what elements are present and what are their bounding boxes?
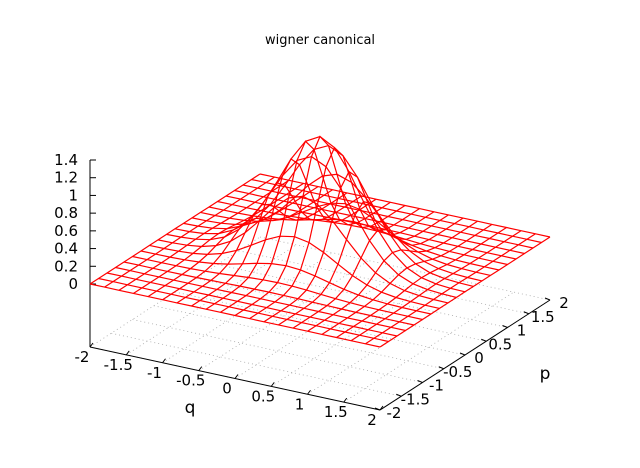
floor-grid-p-7 <box>238 250 529 315</box>
p-tick-mark-6 <box>502 325 508 328</box>
p-tick-mark-1 <box>396 393 402 397</box>
p-tick-mark-5 <box>481 338 487 342</box>
floor-grid-p-3 <box>153 305 444 370</box>
q-tick-label-8: 2 <box>367 411 377 429</box>
z-tick-label-4: 0.8 <box>54 204 78 222</box>
p-tick-label-3: -0.5 <box>443 363 472 381</box>
q-tick-mark-3 <box>198 366 203 371</box>
p-tick-mark-3 <box>438 366 444 370</box>
axes <box>89 159 551 411</box>
z-tick-label-1: 0.2 <box>54 257 78 275</box>
surface-line-p-0 <box>89 283 381 348</box>
surface-line-p-7 <box>149 235 440 309</box>
surface-line-p-3 <box>115 266 406 332</box>
q-tick-mark-6 <box>307 389 311 395</box>
z-tick-label-0: 0 <box>68 275 78 293</box>
floor-grid-q-7 <box>343 291 514 403</box>
q-tick-mark-8 <box>379 405 384 411</box>
p-tick-mark-8 <box>544 297 551 301</box>
surface-line-p-15 <box>217 200 508 266</box>
surface-line-p-12 <box>191 173 483 282</box>
surface-line-p-4 <box>123 261 415 326</box>
z-tick-label-6: 1.2 <box>54 169 78 187</box>
surface-line-p-13 <box>200 202 491 276</box>
q-tick-mark-2 <box>162 358 166 364</box>
surface-line-p-20 <box>259 173 551 238</box>
p-tick-label-0: -2 <box>387 404 402 422</box>
surface-line-p-8 <box>157 195 449 304</box>
surface-line-p-19 <box>251 178 542 244</box>
surface-line-p-18 <box>242 184 534 249</box>
surface-line-p-11 <box>183 144 474 287</box>
q-tick-label-6: 1 <box>295 395 305 413</box>
q-tick-label-0: -2 <box>75 348 90 366</box>
surface-line-p-1 <box>98 277 389 343</box>
floor-grid-p-2 <box>132 319 423 383</box>
surface-line-p-17 <box>234 189 525 255</box>
z-tick-label-7: 1.4 <box>54 151 78 169</box>
surface-line-p-5 <box>132 255 423 321</box>
q-tick-label-7: 1.5 <box>324 403 348 421</box>
surface-mesh <box>89 135 551 348</box>
floor-grid-q-3 <box>198 260 369 371</box>
z-tick-label-2: 0.4 <box>54 240 78 258</box>
p-tick-label-1: -1.5 <box>401 390 430 408</box>
q-tick-label-5: 0.5 <box>251 387 275 405</box>
p-tick-label-7: 1.5 <box>531 308 555 326</box>
p-tick-label-6: 1 <box>517 322 527 340</box>
z-tick-label-3: 0.6 <box>54 222 78 240</box>
surface-line-p-6 <box>140 250 432 315</box>
q-tick-mark-5 <box>270 382 275 387</box>
q-tick-label-2: -1 <box>147 364 162 382</box>
floor-grid-p-1 <box>111 332 402 397</box>
q-tick-mark-1 <box>125 350 130 356</box>
p-tick-label-2: -1 <box>429 377 444 395</box>
surface-line-p-2 <box>106 272 398 337</box>
p-tick-label-8: 2 <box>559 294 569 312</box>
q-tick-label-4: 0 <box>222 380 232 398</box>
floor-grid-q-4 <box>234 268 406 379</box>
p-tick-mark-2 <box>417 380 423 383</box>
chart-title: wigner canonical <box>265 33 375 48</box>
surface-line-p-10 <box>174 135 466 293</box>
z-tick-label-5: 1 <box>68 186 78 204</box>
p-tick-mark-4 <box>459 352 466 356</box>
p-tick-mark-0 <box>374 407 381 411</box>
y-axis-title: p <box>540 364 551 384</box>
q-tick-mark-0 <box>89 342 94 348</box>
p-tick-mark-7 <box>523 311 529 315</box>
surface-line-p-16 <box>225 195 517 260</box>
surface-line-p-9 <box>166 155 457 298</box>
x-axis-title: q <box>185 398 196 418</box>
surface-line-p-14 <box>208 206 500 271</box>
tick-labels: -2 -1.5 -1 -0.5 0 0.5 1 1.5 2 -2-1.5-1-0.500.511.… <box>54 151 569 429</box>
floor-grid-q-5 <box>271 276 442 387</box>
q-tick-mark-7 <box>343 397 348 403</box>
q-tick-mark-4 <box>234 374 239 379</box>
floor-grid-p-8 <box>259 236 551 301</box>
q-tick-label-1: -1.5 <box>104 356 133 374</box>
floor-grid-q-0 <box>89 236 261 348</box>
p-tick-label-4: 0 <box>474 349 484 367</box>
q-tick-label-3: -0.5 <box>176 372 205 390</box>
floor-grid-q-1 <box>126 244 297 356</box>
p-tick-label-5: 0.5 <box>488 335 512 353</box>
